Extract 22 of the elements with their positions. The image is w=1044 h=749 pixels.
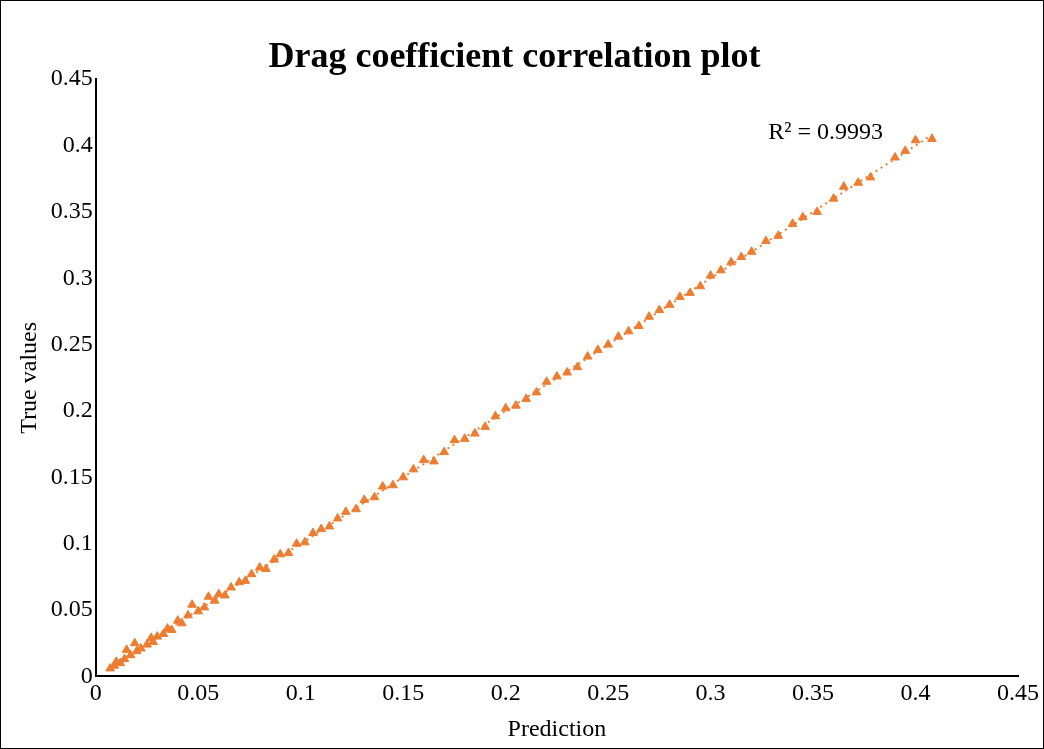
y-tick-label: 0.1 xyxy=(62,528,93,555)
y-tick-label: 0.3 xyxy=(62,263,93,290)
y-tick-label: 0.15 xyxy=(50,462,93,489)
y-tick-label: 0.25 xyxy=(50,329,93,356)
y-tick-label: 0.35 xyxy=(50,197,93,224)
x-tick-label: 0.45 xyxy=(997,679,1039,706)
y-tick-label: 0.4 xyxy=(62,130,93,157)
x-tick-label: 0.2 xyxy=(490,679,521,706)
y-tick-label: 0.45 xyxy=(50,64,93,91)
annotation: R² = 0.9993 xyxy=(768,118,883,145)
y-tick-label: 0.05 xyxy=(50,595,93,622)
chart-title: Drag coefficient correlation plot xyxy=(268,34,761,75)
x-tick-label: 0.15 xyxy=(382,679,425,706)
x-tick-label: 0.4 xyxy=(900,679,931,706)
x-tick-label: 0.3 xyxy=(695,679,726,706)
x-tick-label: 0.05 xyxy=(177,679,220,706)
x-tick-label: 0.35 xyxy=(792,679,835,706)
y-axis-title: True values xyxy=(14,321,41,434)
x-axis-title: Prediction xyxy=(507,714,607,741)
x-tick-label: 0.25 xyxy=(587,679,630,706)
y-tick-label: 0.2 xyxy=(62,396,93,423)
x-tick-label: 0.1 xyxy=(285,679,316,706)
